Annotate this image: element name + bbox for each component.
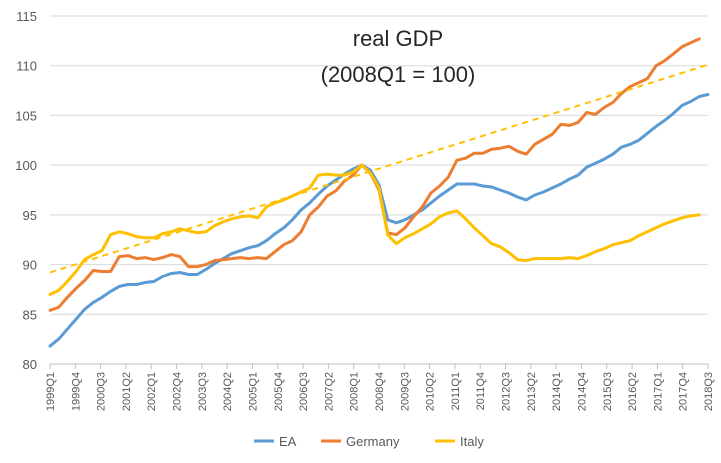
trend-line-dashed [49, 63, 709, 274]
x-tick-label: 2008Q1 [349, 372, 361, 411]
x-tick-label: 2017Q4 [678, 372, 690, 411]
x-tick-label: 2011Q4 [475, 372, 487, 410]
series-line-ea [48, 93, 710, 348]
x-axis-ticks: 1999Q1 1999Q4 2000Q3 2001Q2 2002Q1 2002Q4 2003… [45, 364, 715, 411]
x-tick-label: 2011Q1 [450, 372, 462, 410]
x-tick-label: 2012Q3 [501, 372, 513, 411]
y-tick-label: 80 [23, 357, 37, 372]
y-tick-label: 110 [16, 59, 37, 74]
grid-layer [50, 15, 708, 315]
x-tick-label: 2008Q4 [374, 372, 386, 411]
x-tick-label: 2002Q4 [172, 372, 184, 411]
chart-subtitle: (2008Q1 = 100) [321, 62, 476, 87]
x-tick-label: 1999Q1 [45, 372, 57, 411]
x-tick-label: 2004Q2 [222, 372, 234, 411]
x-tick-label: 2016Q2 [627, 372, 639, 411]
y-tick-label: 85 [23, 307, 37, 322]
y-tick-label: 90 [23, 258, 37, 273]
x-tick-label: 2001Q2 [121, 372, 133, 411]
y-axis-ticks: 80 85 90 95 100 105 110 115 [15, 9, 37, 372]
legend-label-ea: EA [279, 434, 297, 449]
series-line-italy [48, 163, 701, 296]
x-tick-label: 2000Q3 [96, 372, 108, 411]
y-tick-label: 105 [15, 108, 37, 123]
x-tick-label: 2014Q1 [551, 372, 563, 411]
x-tick-label: 2017Q1 [652, 372, 664, 411]
legend: EA Germany Italy [254, 434, 484, 449]
x-tick-label: 2014Q4 [576, 372, 588, 411]
x-tick-label: 1999Q4 [70, 372, 82, 411]
x-tick-label: 2009Q3 [399, 372, 411, 411]
x-tick-label: 2005Q4 [273, 372, 285, 411]
y-tick-label: 100 [15, 158, 37, 173]
y-tick-label: 95 [23, 208, 37, 223]
x-tick-label: 2013Q2 [526, 372, 538, 411]
y-tick-label: 115 [16, 9, 37, 24]
legend-label-italy: Italy [460, 434, 484, 449]
series-layer [48, 37, 710, 348]
chart-title: real GDP [353, 26, 443, 51]
x-tick-label: 2003Q3 [197, 372, 209, 411]
legend-label-germany: Germany [346, 434, 400, 449]
x-tick-label: 2018Q3 [703, 372, 715, 411]
x-tick-label: 2006Q3 [298, 372, 310, 411]
x-tick-label: 2007Q2 [323, 372, 335, 411]
x-tick-label: 2005Q1 [247, 372, 259, 411]
x-tick-label: 2015Q3 [602, 372, 614, 411]
x-tick-label: 2002Q1 [146, 372, 158, 411]
x-tick-label: 2010Q2 [425, 372, 437, 411]
